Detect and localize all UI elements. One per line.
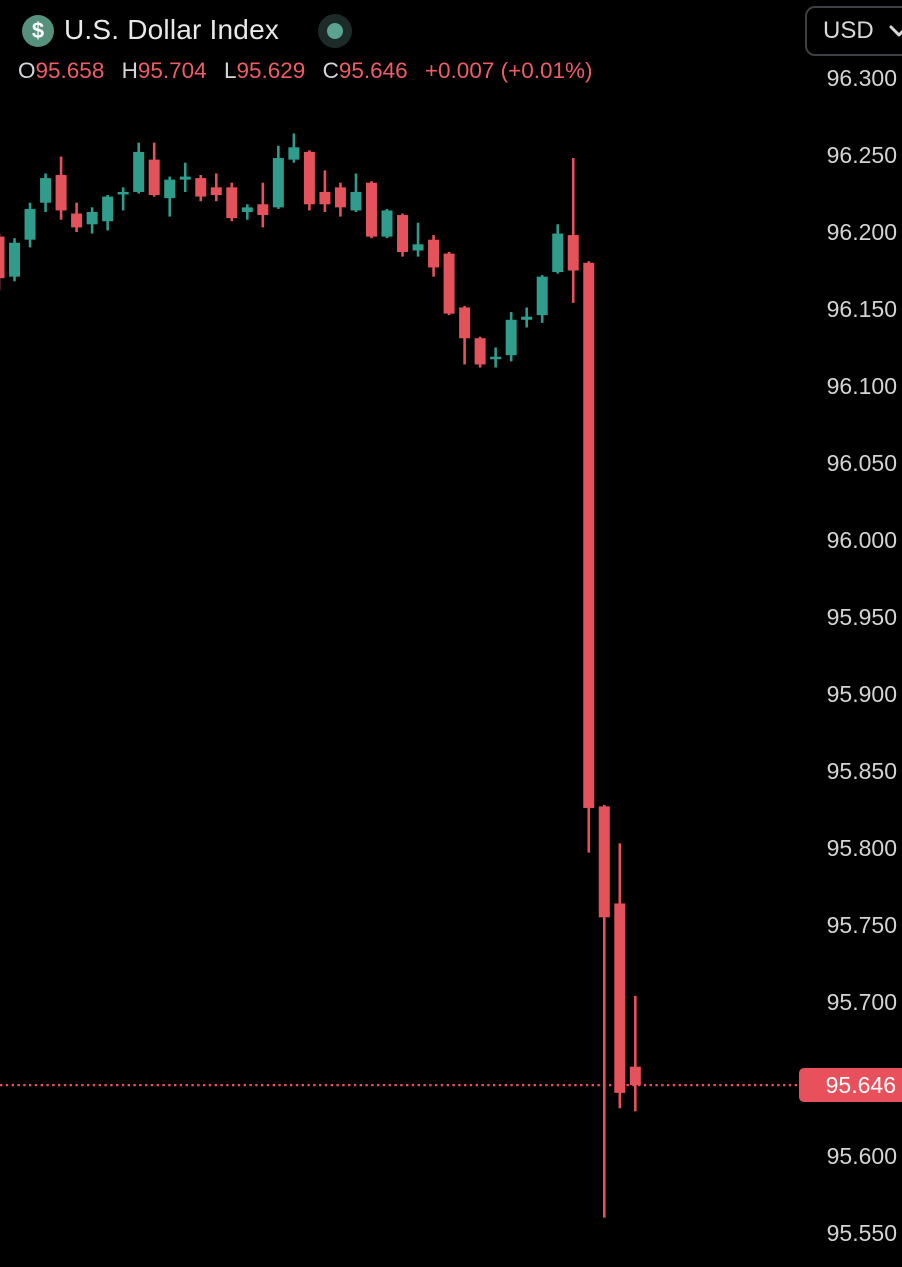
candle (474, 336, 486, 368)
open-value: 95.658 (35, 58, 105, 83)
low-value: 95.629 (236, 58, 306, 83)
price-tick: 95.750 (826, 912, 897, 938)
currency-select[interactable]: USD (805, 6, 902, 56)
price-axis[interactable]: 95.646 96.300 96.250 96.200 96.150 96.100 96.… (790, 0, 902, 1267)
candle (598, 804, 610, 1218)
chart-header: $ U.S. Dollar Index USD (0, 0, 902, 56)
market-status-icon (318, 14, 352, 48)
candle (552, 224, 564, 274)
candle (164, 176, 176, 217)
price-tick: 95.700 (826, 989, 897, 1015)
candle (365, 181, 377, 239)
candle (71, 202, 83, 232)
instrument-title: U.S. Dollar Index (64, 14, 280, 45)
candle (24, 202, 36, 248)
price-tick: 95.850 (826, 758, 897, 784)
price-tick: 95.800 (826, 835, 897, 861)
candle (257, 182, 269, 228)
candle (288, 133, 300, 163)
candle (195, 175, 207, 202)
candle (179, 162, 191, 192)
candle (459, 305, 471, 365)
price-tick: 96.000 (826, 527, 897, 553)
price-tick: 95.550 (826, 1220, 897, 1246)
candle (350, 173, 362, 212)
price-tick: 96.100 (826, 373, 897, 399)
candle (505, 312, 517, 362)
candle (117, 187, 129, 211)
candle (148, 142, 160, 197)
current-price-label: 95.646 (799, 1068, 902, 1103)
candle (397, 213, 409, 257)
candle (412, 222, 424, 257)
candle (226, 182, 238, 222)
candle (133, 142, 145, 194)
candle (443, 252, 455, 316)
price-tick: 96.300 (826, 65, 897, 91)
high-label: H (121, 58, 138, 83)
candle (381, 208, 393, 239)
price-tick: 95.950 (826, 604, 897, 630)
price-tick: 96.200 (826, 219, 897, 245)
candle (9, 238, 21, 282)
candle (521, 307, 533, 328)
currency-select-value: USD (823, 17, 874, 44)
candle (55, 156, 67, 220)
chevron-down-icon (889, 25, 902, 37)
price-tick: 96.050 (826, 450, 897, 476)
candle (629, 995, 641, 1112)
price-tick: 96.250 (826, 142, 897, 168)
ohlc-readout: O95.658 H95.704 L95.629 C95.646 +0.007 (… (18, 58, 593, 84)
candle (583, 261, 595, 853)
dollar-symbol-icon: $ (22, 15, 54, 47)
change-percent: (+0.01%) (500, 58, 593, 83)
high-value: 95.704 (137, 58, 207, 83)
close-label: C (322, 58, 339, 83)
open-label: O (18, 58, 36, 83)
candle (334, 182, 346, 217)
candle (567, 158, 579, 303)
close-value: 95.646 (338, 58, 408, 83)
candle (319, 170, 331, 212)
price-tick: 96.150 (826, 296, 897, 322)
low-label: L (223, 58, 237, 83)
change-value: +0.007 (424, 58, 495, 83)
candle (40, 173, 52, 212)
candle (86, 207, 98, 234)
candle (272, 145, 284, 209)
candle (428, 235, 440, 277)
candle (241, 204, 253, 220)
price-tick: 95.900 (826, 681, 897, 707)
candle (210, 173, 222, 202)
candle (490, 347, 502, 368)
price-tick: 95.600 (826, 1143, 897, 1169)
candle (102, 195, 114, 231)
market-open-dot (327, 23, 343, 39)
dollar-glyph: $ (31, 18, 45, 43)
candle (614, 843, 626, 1109)
candle (303, 150, 315, 211)
candle (536, 275, 548, 323)
candle (0, 233, 5, 291)
